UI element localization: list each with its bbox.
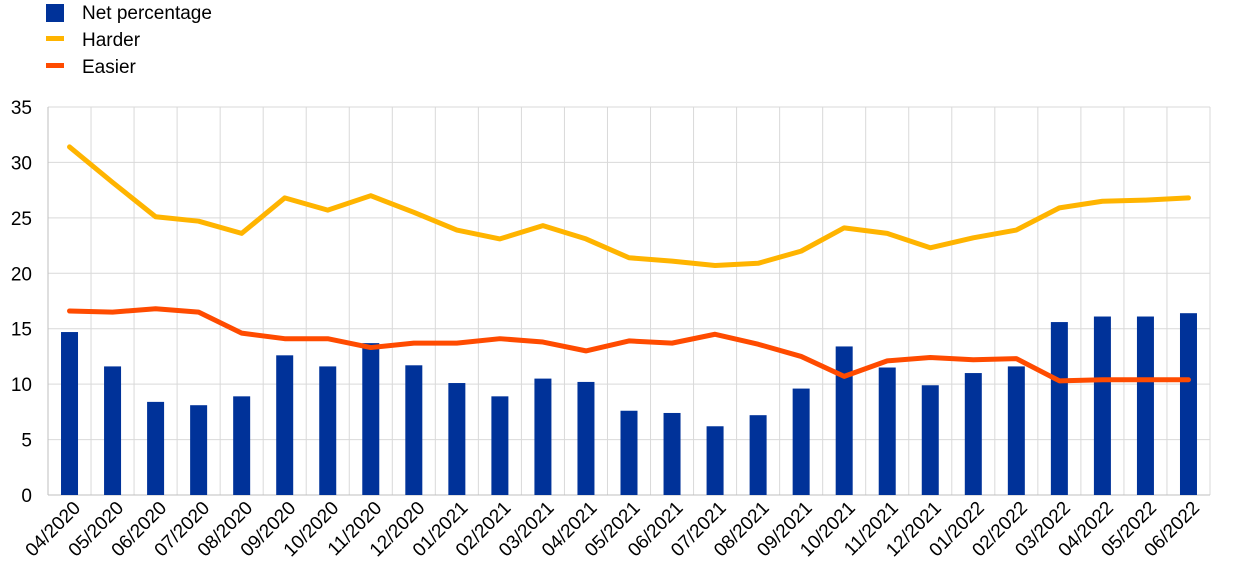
bar-net-percentage (534, 378, 552, 495)
legend: Net percentage Harder Easier (46, 3, 212, 78)
bar-net-percentage (233, 396, 251, 495)
bar-net-percentage (663, 412, 681, 495)
y-tick-label: 5 (21, 431, 32, 452)
y-tick-label: 20 (11, 264, 32, 285)
x-axis-ticks: 04/202005/202006/202007/202008/202009/20… (22, 498, 1204, 561)
bar-net-percentage (921, 385, 939, 495)
bar-net-percentage (577, 381, 595, 495)
bar-net-percentage (878, 367, 896, 495)
y-tick-label: 30 (11, 153, 32, 174)
bar-net-percentage (147, 401, 165, 495)
bar-net-percentage (491, 396, 509, 495)
bar-net-percentage (1093, 316, 1111, 495)
bar-net-percentage (1050, 322, 1068, 495)
y-tick-label: 15 (11, 320, 32, 341)
bar-net-percentage (190, 405, 208, 495)
y-tick-label: 35 (11, 98, 32, 119)
bar-net-percentage (706, 426, 724, 495)
bar-net-percentage (1136, 316, 1154, 495)
bar-net-percentage (792, 388, 810, 495)
lines (67, 144, 1191, 384)
legend-swatch-easier (46, 63, 64, 68)
bar-net-percentage (448, 383, 466, 495)
legend-label-harder: Harder (82, 30, 141, 51)
bar-net-percentage (964, 373, 982, 495)
bar-net-percentage (1179, 313, 1197, 495)
legend-swatch-harder (46, 36, 64, 41)
y-tick-label: 0 (21, 486, 32, 507)
legend-label-net-percentage: Net percentage (82, 3, 212, 24)
bar-net-percentage (319, 366, 337, 495)
bars-net-percentage (61, 313, 1197, 495)
bar-net-percentage (362, 343, 380, 495)
bar-net-percentage (1007, 366, 1025, 495)
legend-label-easier: Easier (82, 57, 137, 78)
bar-net-percentage (835, 346, 853, 495)
legend-swatch-net-percentage (46, 4, 64, 22)
y-tick-label: 10 (11, 375, 32, 396)
y-tick-label: 25 (11, 209, 32, 230)
bar-net-percentage (104, 366, 122, 495)
bar-net-percentage (405, 365, 423, 495)
line-easier (67, 306, 1191, 384)
bar-net-percentage (749, 415, 767, 495)
y-axis-ticks: 0 5 10 15 20 25 30 35 (11, 98, 32, 507)
bar-net-percentage (620, 410, 638, 495)
line-harder (67, 144, 1191, 269)
bar-net-percentage (276, 355, 294, 495)
bar-net-percentage (61, 332, 79, 495)
